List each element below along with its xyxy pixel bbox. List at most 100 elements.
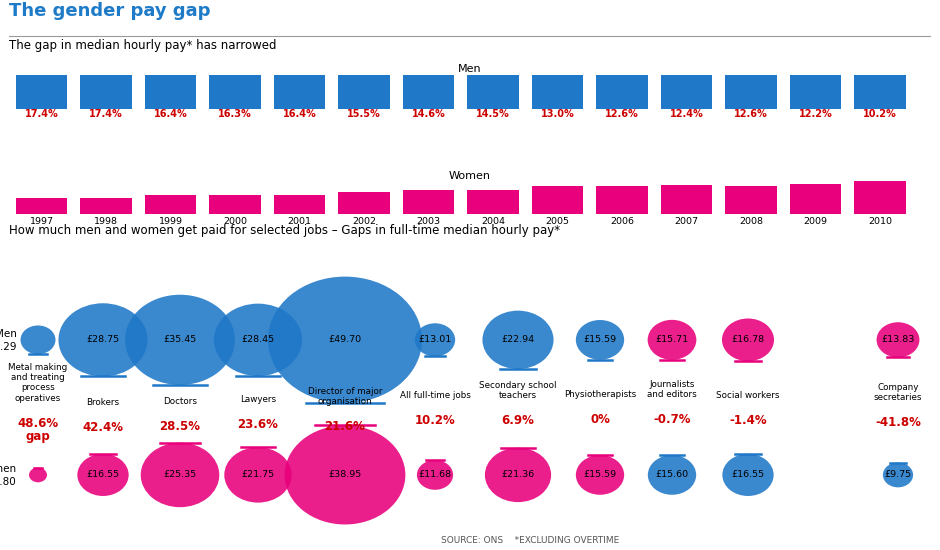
Text: 2006: 2006 bbox=[610, 217, 634, 226]
Text: £16.78: £16.78 bbox=[731, 336, 764, 344]
FancyBboxPatch shape bbox=[790, 75, 841, 108]
Text: £15.71: £15.71 bbox=[655, 336, 689, 344]
Ellipse shape bbox=[415, 323, 455, 356]
Text: 17.4%: 17.4% bbox=[89, 109, 123, 119]
Ellipse shape bbox=[417, 460, 453, 490]
Text: 10.2%: 10.2% bbox=[415, 414, 455, 427]
Text: £16.55: £16.55 bbox=[731, 470, 764, 480]
Text: £16.55: £16.55 bbox=[86, 470, 119, 480]
Text: 2002: 2002 bbox=[352, 217, 376, 226]
Text: How much men and women get paid for selected jobs – Gaps in full-time median hou: How much men and women get paid for sele… bbox=[9, 224, 560, 237]
Text: 48.6%: 48.6% bbox=[18, 417, 58, 430]
FancyBboxPatch shape bbox=[467, 190, 519, 213]
Text: 42.4%: 42.4% bbox=[83, 421, 123, 434]
Text: £25.35: £25.35 bbox=[164, 470, 196, 480]
Ellipse shape bbox=[722, 454, 774, 496]
Text: 16.3%: 16.3% bbox=[218, 109, 252, 119]
Text: £5.80: £5.80 bbox=[0, 477, 17, 487]
FancyBboxPatch shape bbox=[16, 75, 68, 108]
Text: Doctors: Doctors bbox=[163, 397, 197, 406]
Ellipse shape bbox=[29, 468, 47, 482]
FancyBboxPatch shape bbox=[661, 185, 713, 213]
Ellipse shape bbox=[58, 303, 148, 376]
FancyBboxPatch shape bbox=[532, 186, 584, 213]
Text: 2005: 2005 bbox=[545, 217, 570, 226]
FancyBboxPatch shape bbox=[532, 75, 584, 108]
Text: Secondary school
teachers: Secondary school teachers bbox=[479, 381, 556, 400]
FancyBboxPatch shape bbox=[16, 198, 68, 213]
Text: -41.8%: -41.8% bbox=[875, 416, 921, 429]
Text: £38.95: £38.95 bbox=[328, 470, 362, 480]
FancyBboxPatch shape bbox=[725, 186, 776, 213]
Text: Physiotherapists: Physiotherapists bbox=[564, 390, 636, 399]
Text: £21.36: £21.36 bbox=[501, 470, 535, 480]
Ellipse shape bbox=[77, 454, 129, 496]
Text: 12.6%: 12.6% bbox=[605, 109, 639, 119]
Text: £15.59: £15.59 bbox=[584, 336, 617, 344]
Ellipse shape bbox=[21, 326, 55, 354]
Ellipse shape bbox=[268, 277, 422, 403]
Text: £28.75: £28.75 bbox=[86, 336, 119, 344]
Text: 2008: 2008 bbox=[739, 217, 763, 226]
Text: 2004: 2004 bbox=[481, 217, 505, 226]
FancyBboxPatch shape bbox=[210, 195, 261, 213]
FancyBboxPatch shape bbox=[661, 75, 713, 108]
Text: 2000: 2000 bbox=[223, 217, 247, 226]
Text: 10.2%: 10.2% bbox=[863, 109, 897, 119]
Text: 14.6%: 14.6% bbox=[412, 109, 446, 119]
Text: Company
secretaries: Company secretaries bbox=[874, 383, 922, 402]
FancyBboxPatch shape bbox=[210, 75, 261, 108]
Ellipse shape bbox=[141, 443, 219, 507]
Text: 14.5%: 14.5% bbox=[477, 109, 509, 119]
FancyBboxPatch shape bbox=[725, 75, 776, 108]
Ellipse shape bbox=[883, 463, 913, 487]
Text: 21.6%: 21.6% bbox=[324, 420, 366, 433]
Text: £49.70: £49.70 bbox=[328, 336, 362, 344]
Text: 13.0%: 13.0% bbox=[540, 109, 574, 119]
FancyBboxPatch shape bbox=[596, 75, 648, 108]
FancyBboxPatch shape bbox=[596, 185, 648, 213]
Text: -0.7%: -0.7% bbox=[653, 414, 691, 426]
Text: 1998: 1998 bbox=[94, 217, 118, 226]
Text: -1.4%: -1.4% bbox=[729, 414, 767, 427]
Text: 2003: 2003 bbox=[416, 217, 441, 226]
Ellipse shape bbox=[648, 320, 697, 360]
Text: £22.94: £22.94 bbox=[501, 336, 535, 344]
Text: Social workers: Social workers bbox=[716, 390, 780, 399]
FancyBboxPatch shape bbox=[854, 75, 906, 108]
Text: 12.4%: 12.4% bbox=[669, 109, 703, 119]
Ellipse shape bbox=[722, 318, 774, 361]
Text: 23.6%: 23.6% bbox=[238, 417, 278, 431]
Text: 12.2%: 12.2% bbox=[799, 109, 832, 119]
Ellipse shape bbox=[214, 304, 302, 376]
Text: £11.68: £11.68 bbox=[418, 470, 451, 480]
Ellipse shape bbox=[576, 320, 624, 360]
Text: All full-time jobs: All full-time jobs bbox=[400, 391, 470, 400]
Text: Metal making
and treating
process
operatives: Metal making and treating process operat… bbox=[8, 362, 68, 403]
Text: £15.60: £15.60 bbox=[655, 470, 689, 480]
Text: Director of major
organisation: Director of major organisation bbox=[307, 387, 383, 406]
FancyBboxPatch shape bbox=[145, 195, 196, 213]
Text: £11.29: £11.29 bbox=[0, 342, 17, 352]
Text: 2007: 2007 bbox=[675, 217, 698, 226]
FancyBboxPatch shape bbox=[80, 198, 132, 213]
Ellipse shape bbox=[877, 322, 919, 358]
FancyBboxPatch shape bbox=[80, 75, 132, 108]
Text: £9.75: £9.75 bbox=[885, 470, 912, 480]
Text: Brokers: Brokers bbox=[86, 398, 119, 407]
FancyBboxPatch shape bbox=[402, 75, 454, 108]
Text: 28.5%: 28.5% bbox=[160, 420, 200, 433]
FancyBboxPatch shape bbox=[338, 192, 390, 213]
Text: 2010: 2010 bbox=[868, 217, 892, 226]
Text: The gap in median hourly pay* has narrowed: The gap in median hourly pay* has narrow… bbox=[9, 39, 277, 52]
Text: Journalists
and editors: Journalists and editors bbox=[647, 380, 697, 399]
Text: £28.45: £28.45 bbox=[242, 336, 274, 344]
FancyBboxPatch shape bbox=[790, 184, 841, 213]
Text: 2001: 2001 bbox=[288, 217, 311, 226]
Ellipse shape bbox=[285, 425, 405, 525]
FancyBboxPatch shape bbox=[854, 181, 906, 213]
Text: 15.5%: 15.5% bbox=[347, 109, 381, 119]
Text: Women: Women bbox=[449, 171, 491, 181]
Ellipse shape bbox=[482, 311, 554, 369]
FancyBboxPatch shape bbox=[402, 190, 454, 213]
